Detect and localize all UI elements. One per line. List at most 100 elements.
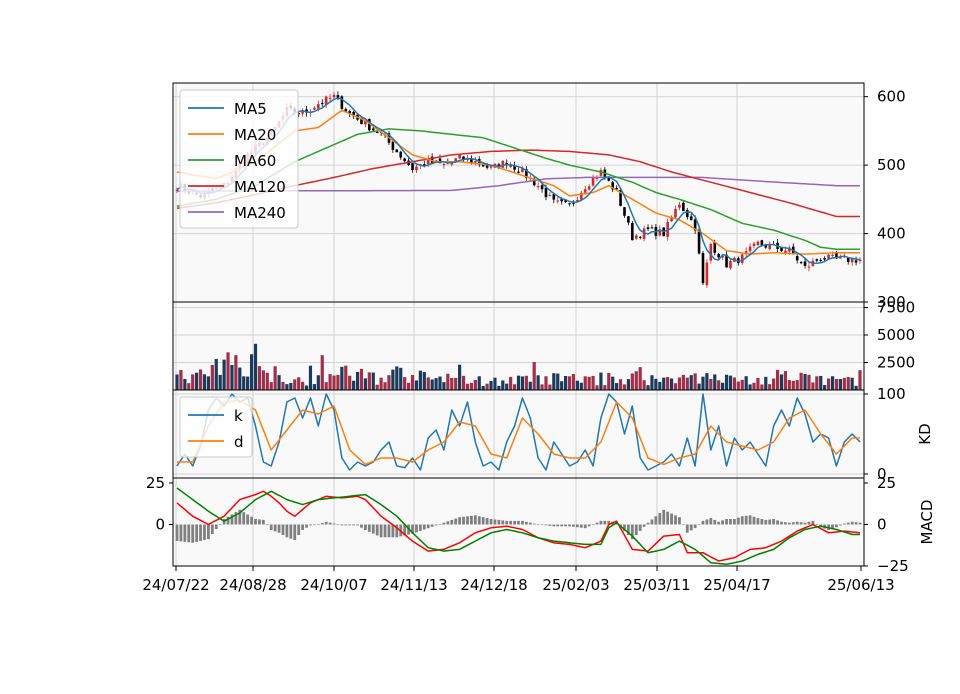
volume-bar [198, 369, 203, 390]
volume-bar [387, 375, 391, 390]
volume-bar [552, 373, 556, 390]
kd-legend-label-1: d [234, 433, 244, 451]
volume-bar [458, 364, 462, 390]
macd-histogram-bar [536, 524, 540, 526]
volume-bar [842, 377, 846, 390]
candle-body [701, 253, 705, 284]
volume-bar [713, 374, 717, 390]
candle-body [591, 177, 595, 186]
candle-body [689, 216, 693, 221]
candle-body [564, 199, 567, 202]
volume-bar [787, 380, 791, 390]
macd-histogram-bar [705, 519, 709, 525]
macd-histogram-bar [340, 524, 344, 526]
candle-body [780, 247, 783, 252]
volume-bar [363, 378, 368, 390]
macd-histogram-bar [387, 524, 391, 538]
macd-histogram-bar [587, 524, 591, 527]
macd-histogram-bar [532, 523, 536, 525]
volume-bar [607, 372, 611, 390]
volume-bar [705, 373, 709, 390]
candle-body [470, 158, 473, 163]
volume-bar [516, 375, 521, 390]
macd-histogram-bar [375, 524, 379, 536]
price-tick-300: 300 [877, 293, 906, 311]
candle-body [552, 194, 556, 200]
k-line [176, 393, 861, 471]
volume-bar [520, 376, 525, 390]
macd-histogram-bar [501, 520, 505, 525]
volume-bar [383, 382, 387, 390]
candle-body [556, 200, 560, 202]
x-tick-label-7: 25/04/17 [703, 576, 770, 594]
volume-bar [803, 373, 807, 390]
volume-bar [779, 374, 784, 390]
x-tick-label-3: 24/11/13 [380, 576, 447, 594]
volume-bar [689, 375, 693, 390]
kd-tick-100: 100 [877, 385, 906, 403]
candle-body [611, 182, 615, 190]
volume-bar [666, 377, 670, 390]
candle-body [411, 163, 414, 170]
volume-bar [218, 374, 222, 390]
candle-body [682, 202, 685, 212]
macd-histogram-bar [258, 519, 261, 525]
candle-body [685, 210, 689, 218]
candle-body [744, 251, 748, 254]
volume-bar [414, 380, 419, 390]
macd-histogram-bar [564, 524, 568, 527]
macd-histogram-bar [630, 524, 634, 540]
macd-histogram-bar [383, 524, 387, 538]
candle-body [324, 96, 328, 105]
candle-body [674, 208, 677, 218]
candle-body [395, 149, 399, 153]
macd-histogram-bar [430, 524, 434, 527]
candle-body [305, 109, 308, 113]
macd-histogram-bar [320, 523, 324, 525]
macd-histogram-bar [191, 524, 195, 543]
volume-bar [560, 381, 564, 390]
volume-bar [454, 377, 458, 390]
candle-body [320, 103, 324, 105]
volume-tick-2500: 2500 [877, 354, 915, 372]
volume-bar [202, 374, 207, 390]
macd-histogram-bar [732, 519, 736, 525]
volume-bar [630, 373, 634, 390]
volume-bar [324, 382, 328, 390]
volume-bar [512, 384, 517, 390]
candle-body [713, 242, 717, 253]
volume-bar [740, 379, 744, 390]
candle-body [501, 160, 505, 168]
candle-body [623, 207, 626, 216]
volume-bar [556, 373, 560, 390]
candle-body [580, 192, 583, 200]
candle-body [352, 111, 355, 117]
macd-histogram-bar [638, 524, 642, 531]
volume-bar [595, 385, 599, 390]
volume-bar [544, 376, 548, 390]
macd-histogram-bar [297, 524, 301, 535]
volume-bar [316, 375, 320, 390]
macd-histogram-bar [450, 519, 454, 525]
macd-histogram-bar [842, 523, 846, 525]
candle-body [705, 262, 709, 286]
volume-bar [442, 382, 446, 390]
candle-body [454, 158, 457, 162]
macd-histogram-bar [846, 522, 850, 525]
volume-bar [748, 384, 752, 390]
volume-bar [179, 370, 183, 390]
candle-body [474, 160, 477, 163]
volume-bar [603, 385, 607, 390]
volume-bar [724, 374, 729, 390]
volume-bar [328, 374, 332, 390]
price-tick-600: 600 [877, 88, 906, 106]
macd-histogram-bar [203, 524, 206, 541]
volume-bar [249, 354, 254, 390]
candle-body [332, 94, 336, 98]
volume-bar [355, 371, 360, 390]
candle-body [485, 165, 489, 168]
volume-bar [473, 379, 477, 390]
candle-body [391, 141, 395, 150]
macd-right-tick-0: 0 [877, 515, 887, 533]
candle-body [509, 165, 512, 168]
